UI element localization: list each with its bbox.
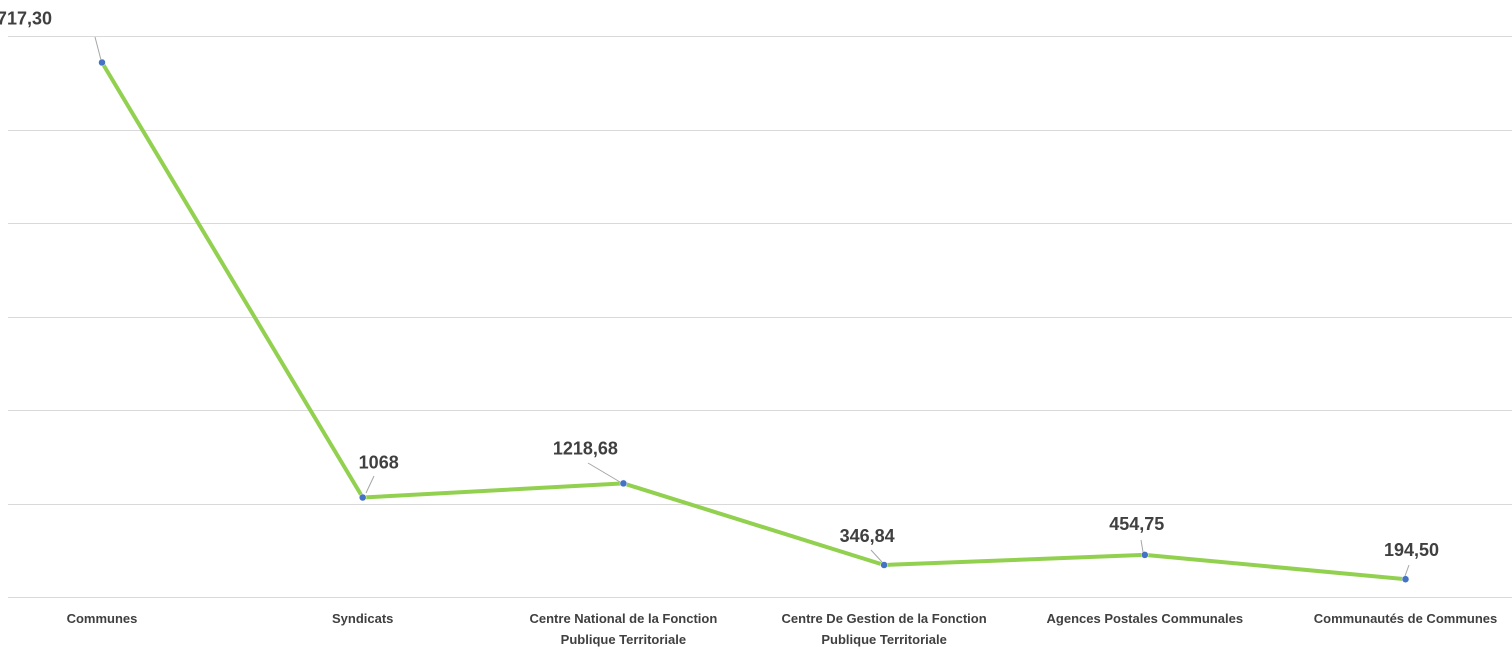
category-label-line: Centre National de la Fonction — [530, 611, 718, 626]
data-point — [619, 479, 628, 488]
data-label: 194,50 — [1384, 540, 1439, 560]
category-label: Communautés de Communes — [1314, 611, 1497, 626]
data-labels: 5717,30 1068 1218,68 346,84 454,75 194,50 — [0, 9, 1439, 577]
data-point — [1141, 551, 1149, 559]
data-point — [880, 561, 888, 569]
data-label: 454,75 — [1109, 514, 1164, 534]
series-line — [100, 60, 1408, 582]
category-label-line: Centre De Gestion de la Fonction — [782, 611, 987, 626]
category-axis-labels: Communes Syndicats Centre National de la F… — [67, 611, 1498, 647]
category-label: Agences Postales Communales — [1047, 611, 1244, 626]
data-label: 5717,30 — [0, 9, 52, 29]
leader-line — [365, 475, 375, 494]
leader-line — [587, 462, 621, 483]
leader-line — [870, 549, 883, 563]
leader-line — [1404, 564, 1410, 577]
data-point — [98, 58, 106, 67]
data-label: 1068 — [359, 453, 399, 473]
gridlines — [8, 36, 1512, 598]
category-label-line: Publique Territoriale — [561, 632, 686, 647]
category-label: Centre De Gestion de la Fonction Publique… — [782, 611, 987, 647]
data-label: 1218,68 — [553, 438, 618, 458]
category-label: Centre National de la Fonction Publique T… — [530, 611, 718, 647]
category-label-line: Communes — [67, 611, 138, 626]
category-label: Communes — [67, 611, 138, 626]
category-label-line: Agences Postales Communales — [1047, 611, 1244, 626]
data-point — [1401, 575, 1410, 583]
leader-line — [94, 36, 102, 61]
category-label-line: Publique Territoriale — [821, 632, 946, 647]
series-group — [98, 58, 1410, 583]
category-label: Syndicats — [332, 611, 393, 626]
category-label-line: Syndicats — [332, 611, 393, 626]
data-label: 346,84 — [840, 526, 895, 546]
leader-line — [1140, 539, 1144, 553]
category-label-line: Communautés de Communes — [1314, 611, 1497, 626]
data-point — [358, 493, 367, 502]
